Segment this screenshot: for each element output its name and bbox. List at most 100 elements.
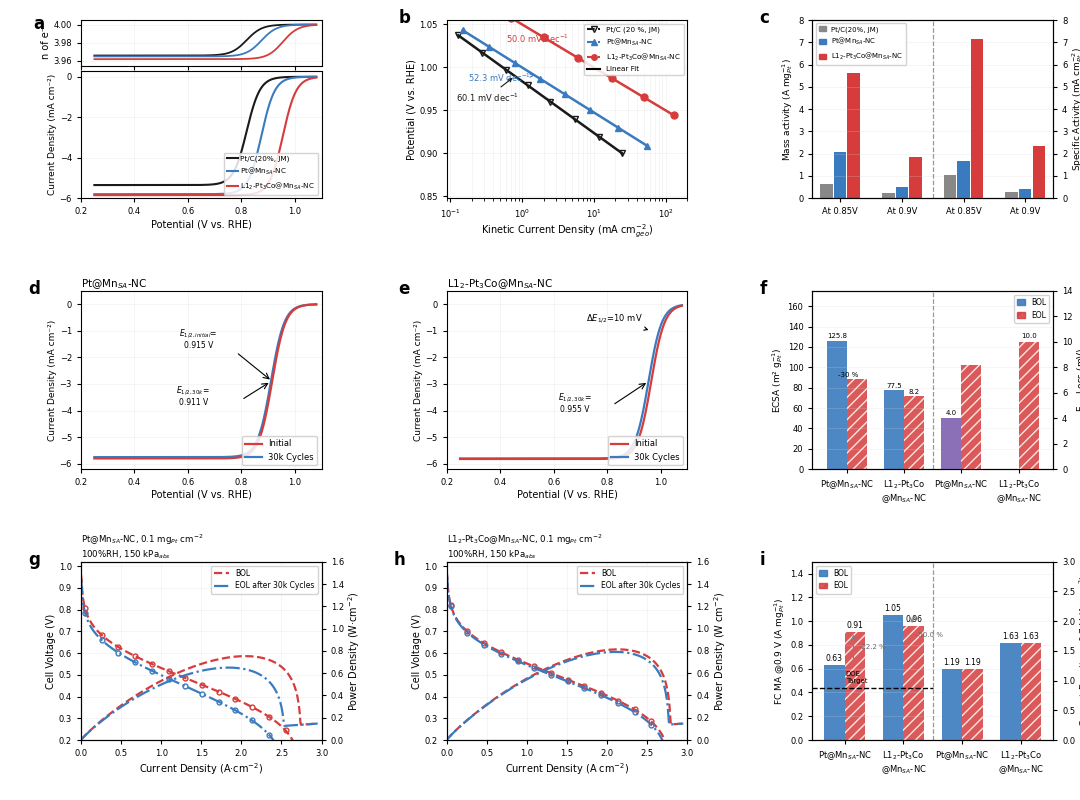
Y-axis label: Current Density (mA cm⁻²): Current Density (mA cm⁻²) bbox=[48, 74, 57, 195]
Line: EOL after 30k Cycles: EOL after 30k Cycles bbox=[447, 573, 684, 773]
30k Cycles bbox=[145, 452, 158, 462]
EOL after 30k Cycles bbox=[278, 768, 291, 778]
Legend: BOL, EOL after 30k Cycles: BOL, EOL after 30k Cycles bbox=[577, 566, 684, 594]
Legend: BOL, EOL after 30k Cycles: BOL, EOL after 30k Cycles bbox=[211, 566, 318, 594]
Bar bbox=[1018, 342, 1039, 469]
Pt@Mn$_{SA}$-NC bbox=[218, 189, 231, 198]
Text: i: i bbox=[759, 551, 765, 569]
Text: $E_{1/2,30k}$=
0.955 V: $E_{1/2,30k}$= 0.955 V bbox=[558, 390, 592, 414]
Line: Initial: Initial bbox=[94, 305, 316, 458]
Pt@Mn$_{SA}$-NC bbox=[255, 130, 268, 140]
BOL bbox=[469, 633, 482, 642]
Initial bbox=[554, 454, 567, 464]
Text: d: d bbox=[28, 280, 40, 298]
30k Cycles bbox=[218, 452, 231, 462]
Initial bbox=[621, 450, 634, 460]
Bar bbox=[895, 187, 908, 198]
Y-axis label: E$_{1/2}$ Loss (mV): E$_{1/2}$ Loss (mV) bbox=[1076, 348, 1080, 412]
EOL after 30k Cycles bbox=[677, 768, 690, 778]
Initial bbox=[454, 454, 467, 464]
BOL bbox=[295, 768, 308, 778]
BOL bbox=[246, 702, 259, 712]
Text: b: b bbox=[399, 10, 410, 27]
EOL after 30k Cycles bbox=[589, 688, 602, 698]
Bar bbox=[904, 397, 924, 469]
Y-axis label: Potential (V vs. RHE): Potential (V vs. RHE) bbox=[406, 58, 417, 159]
Text: 1.19: 1.19 bbox=[964, 658, 981, 667]
Bar bbox=[971, 39, 984, 198]
Line: Pt@Mn$_{SA}$-NC: Pt@Mn$_{SA}$-NC bbox=[94, 77, 316, 194]
Legend: BOL, EOL: BOL, EOL bbox=[816, 566, 851, 594]
Pt/C(20%, JM) bbox=[87, 180, 100, 190]
EOL after 30k Cycles bbox=[224, 702, 237, 712]
EOL after 30k Cycles bbox=[517, 659, 530, 669]
Text: 60.1 mV dec$^{-1}$: 60.1 mV dec$^{-1}$ bbox=[456, 78, 518, 104]
EOL after 30k Cycles bbox=[612, 698, 625, 708]
Text: -30 %: -30 % bbox=[838, 372, 859, 378]
Text: f: f bbox=[759, 280, 767, 298]
Pt@Mn$_{SA}$-NC bbox=[188, 190, 201, 199]
30k Cycles bbox=[237, 450, 249, 460]
Text: L1$_2$-Pt$_3$Co@Mn$_{SA}$-NC, 0.1 mg$_{Pt}$ cm$^{-2}$
100%RH, 150 kPa$_{abs}$: L1$_2$-Pt$_3$Co@Mn$_{SA}$-NC, 0.1 mg$_{P… bbox=[447, 533, 603, 561]
EOL after 30k Cycles bbox=[441, 568, 454, 578]
L1$_2$-Pt$_3$Co@Mn$_{SA}$-NC bbox=[255, 186, 268, 195]
L1$_2$-Pt$_3$Co@Mn$_{SA}$-NC bbox=[87, 190, 100, 200]
Line: 30k Cycles: 30k Cycles bbox=[94, 304, 316, 457]
Text: $E_{1/2,initial}$=
0.915 V: $E_{1/2,initial}$= 0.915 V bbox=[179, 327, 218, 350]
Initial bbox=[188, 454, 201, 463]
BOL bbox=[664, 768, 677, 778]
BOL bbox=[151, 662, 164, 671]
Y-axis label: Specific Activity (mA cm$_{Pt}^{-2}$): Specific Activity (mA cm$_{Pt}^{-2}$) bbox=[1070, 47, 1080, 171]
Pt/C(20%, JM) bbox=[218, 176, 231, 186]
30k Cycles bbox=[492, 454, 505, 463]
Pt/C(20%, JM) bbox=[255, 83, 268, 93]
BOL bbox=[441, 566, 454, 576]
Line: L1$_2$-Pt$_3$Co@Mn$_{SA}$-NC: L1$_2$-Pt$_3$Co@Mn$_{SA}$-NC bbox=[94, 78, 316, 195]
Text: 125.8: 125.8 bbox=[827, 334, 847, 339]
Legend: BOL, EOL: BOL, EOL bbox=[1014, 294, 1049, 322]
BOL bbox=[311, 768, 324, 778]
EOL after 30k Cycles bbox=[151, 669, 164, 678]
Initial bbox=[584, 454, 597, 464]
Y-axis label: Current Density @ 0.7 V (A cm$^{-2}$): Current Density @ 0.7 V (A cm$^{-2}$) bbox=[1078, 575, 1080, 727]
L1$_2$-Pt$_3$Co@Mn$_{SA}$-NC bbox=[188, 190, 201, 200]
Text: Pt@Mn$_{SA}$-NC: Pt@Mn$_{SA}$-NC bbox=[81, 277, 148, 290]
BOL bbox=[103, 637, 116, 646]
Bar bbox=[848, 74, 860, 198]
Text: 50.0 mV dec$^{-1}$: 50.0 mV dec$^{-1}$ bbox=[505, 33, 569, 46]
Initial bbox=[87, 454, 100, 463]
Bar bbox=[826, 341, 847, 469]
Bar bbox=[882, 194, 894, 198]
EOL after 30k Cycles bbox=[103, 642, 116, 651]
Pt/C(20%, JM) bbox=[145, 180, 158, 190]
Pt@Mn$_{SA}$-NC bbox=[127, 190, 140, 199]
30k Cycles bbox=[454, 454, 467, 463]
X-axis label: Potential (V vs. RHE): Potential (V vs. RHE) bbox=[151, 219, 252, 229]
Bar bbox=[961, 365, 982, 469]
EOL after 30k Cycles bbox=[168, 677, 181, 686]
Initial bbox=[145, 454, 158, 463]
Bar bbox=[821, 184, 833, 198]
Legend: Pt/C(20%, JM), Pt@Mn$_{SA}$-NC, L1$_2$-Pt$_3$Co@Mn$_{SA}$-NC: Pt/C(20%, JM), Pt@Mn$_{SA}$-NC, L1$_2$-P… bbox=[815, 23, 906, 65]
Text: 1.63: 1.63 bbox=[1002, 632, 1018, 641]
Text: 0.63: 0.63 bbox=[826, 654, 842, 662]
BOL bbox=[168, 669, 181, 678]
Text: $\Delta E_{1/2}$=10 mV: $\Delta E_{1/2}$=10 mV bbox=[585, 313, 647, 330]
Legend: Initial, 30k Cycles: Initial, 30k Cycles bbox=[242, 436, 318, 465]
Bar bbox=[834, 152, 847, 198]
Bar bbox=[1021, 643, 1041, 740]
BOL bbox=[245, 702, 258, 712]
Y-axis label: Cell Voltage (V): Cell Voltage (V) bbox=[46, 614, 56, 689]
Initial bbox=[675, 301, 688, 310]
Initial bbox=[237, 452, 249, 462]
30k Cycles bbox=[87, 452, 100, 462]
Pt@Mn$_{SA}$-NC bbox=[87, 190, 100, 199]
Line: EOL after 30k Cycles: EOL after 30k Cycles bbox=[81, 579, 318, 773]
30k Cycles bbox=[554, 454, 567, 463]
BOL bbox=[75, 570, 87, 580]
Y-axis label: Current Density (mA cm⁻²): Current Density (mA cm⁻²) bbox=[414, 319, 422, 441]
Text: 52.3 mV dec$^{-1}$: 52.3 mV dec$^{-1}$ bbox=[469, 71, 535, 84]
Bar bbox=[962, 670, 983, 740]
Pt/C(20%, JM) bbox=[310, 72, 323, 82]
Line: Pt/C(20%, JM): Pt/C(20%, JM) bbox=[94, 77, 316, 185]
